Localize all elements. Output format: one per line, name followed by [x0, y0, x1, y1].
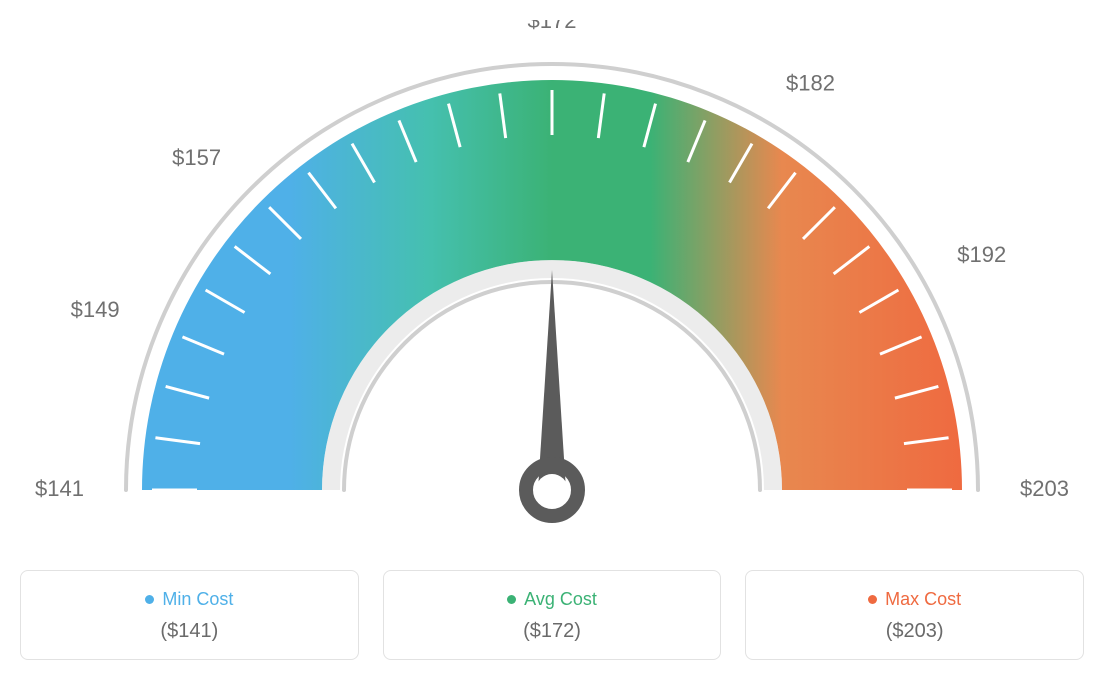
max-cost-card: Max Cost ($203): [745, 570, 1084, 660]
min-dot: [145, 595, 154, 604]
max-label: Max Cost: [885, 589, 961, 610]
avg-value: ($172): [394, 620, 711, 643]
summary-row: Min Cost ($141) Avg Cost ($172) Max Cost…: [20, 570, 1084, 660]
avg-dot: [507, 595, 516, 604]
cost-gauge: $141 $149 $157 $172 $182 $192 $203: [20, 20, 1084, 560]
max-value: ($203): [756, 620, 1073, 643]
svg-text:$182: $182: [786, 71, 835, 96]
svg-text:$149: $149: [71, 297, 120, 322]
min-label: Min Cost: [162, 589, 233, 610]
svg-text:$203: $203: [1020, 476, 1069, 501]
svg-text:$141: $141: [35, 476, 84, 501]
max-dot: [868, 595, 877, 604]
svg-text:$172: $172: [528, 20, 577, 33]
min-cost-card: Min Cost ($141): [20, 570, 359, 660]
avg-label: Avg Cost: [524, 589, 597, 610]
min-value: ($141): [31, 620, 348, 643]
svg-text:$157: $157: [172, 145, 221, 170]
svg-text:$192: $192: [957, 242, 1006, 267]
avg-cost-card: Avg Cost ($172): [383, 570, 722, 660]
